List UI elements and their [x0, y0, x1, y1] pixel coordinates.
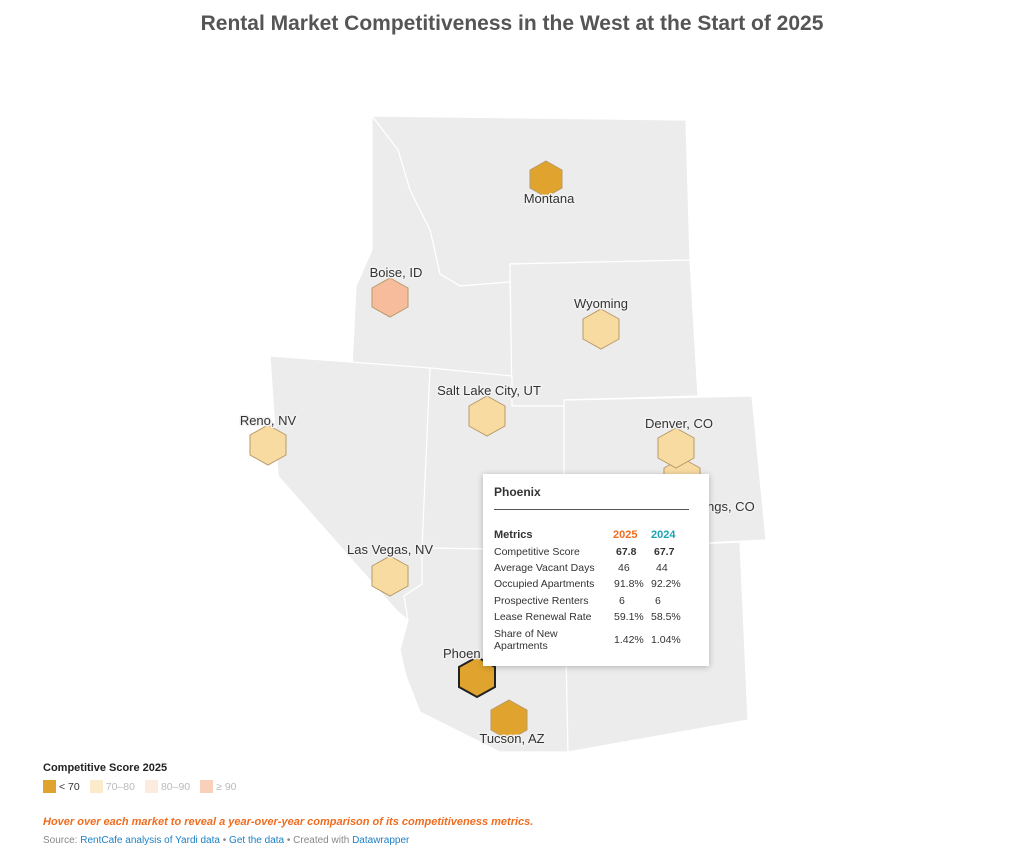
row-label: Prospective Renters: [494, 595, 589, 607]
hex-marker[interactable]: [529, 160, 563, 198]
hex-marker[interactable]: [468, 395, 506, 437]
hex-marker[interactable]: [490, 699, 528, 741]
market-tucson[interactable]: [490, 699, 528, 741]
hex-marker[interactable]: [249, 424, 287, 466]
created-with-text: • Created with: [286, 835, 350, 846]
legend-swatch: [144, 780, 158, 793]
map: Montana Boise, ID Wyoming Salt Lake City…: [238, 114, 767, 753]
legend-swatch: [43, 780, 56, 793]
legend-item[interactable]: ≥ 90: [200, 780, 237, 793]
row-value-2025: 91.8%: [614, 578, 644, 590]
market-montana[interactable]: [529, 160, 563, 198]
hex-marker[interactable]: [582, 308, 620, 350]
label-tucson: Tucson, AZ: [479, 731, 544, 746]
row-value-2025: 6: [619, 595, 625, 607]
row-label: Share of New Apartments: [494, 628, 558, 652]
tooltip-col-2025: 2025: [613, 529, 638, 541]
hover-hint: Hover over each market to reveal a year-…: [43, 816, 534, 828]
tooltip-metrics-header: Metrics: [494, 529, 533, 541]
row-value-2024: 44: [656, 562, 668, 574]
label-las-vegas: Las Vegas, NV: [347, 542, 433, 557]
legend-item[interactable]: 70–80: [89, 780, 135, 793]
market-phoenix[interactable]: [458, 655, 496, 699]
legend-label: ≥ 90: [216, 780, 237, 793]
source-separator: •: [222, 835, 227, 846]
label-phoenix: Phoen: [443, 646, 481, 661]
label-salt-lake-city: Salt Lake City, UT: [437, 383, 541, 398]
market-boise[interactable]: [371, 277, 409, 318]
row-value-2024: 1.04%: [651, 634, 681, 646]
legend: < 70 70–80 80–90 ≥ 90: [43, 780, 247, 793]
row-label: Average Vacant Days: [494, 562, 595, 574]
market-las-vegas[interactable]: [371, 555, 409, 597]
datawrapper-link[interactable]: Datawrapper: [352, 835, 410, 846]
legend-title: Competitive Score 2025: [43, 762, 168, 774]
legend-label: < 70: [59, 780, 80, 793]
hex-marker[interactable]: [458, 655, 496, 699]
label-wyoming: Wyoming: [574, 296, 628, 311]
label-colorado-springs: ngs, CO: [707, 499, 755, 514]
tooltip-col-2024: 2024: [651, 529, 676, 541]
label-reno: Reno, NV: [240, 413, 297, 428]
hex-marker[interactable]: [371, 555, 409, 597]
row-label: Competitive Score: [494, 546, 580, 558]
legend-label: 70–80: [105, 780, 135, 793]
legend-item[interactable]: 80–90: [144, 780, 191, 793]
row-value-2024: 67.7: [654, 546, 675, 558]
chart-title: Rental Market Competitiveness in the Wes…: [200, 12, 824, 35]
hex-marker[interactable]: [371, 277, 409, 318]
source-prefix: Source:: [43, 835, 78, 846]
row-value-2024: 58.5%: [651, 611, 681, 623]
market-tooltip: Phoenix Metrics 2025 2024 Competitive Sc…: [483, 474, 709, 666]
legend-item[interactable]: < 70: [43, 780, 80, 793]
row-value-2025: 46: [618, 562, 630, 574]
source-line: Source: RentCafe analysis of Yardi data …: [43, 835, 409, 846]
row-value-2025: 59.1%: [614, 611, 644, 623]
market-salt-lake-city[interactable]: [468, 395, 506, 437]
market-reno[interactable]: [249, 424, 287, 466]
tooltip-divider: [494, 509, 689, 510]
row-label: Lease Renewal Rate: [494, 611, 592, 623]
legend-label: 80–90: [160, 780, 191, 793]
get-data-link[interactable]: Get the data: [229, 835, 285, 846]
source-link-rentcafe[interactable]: RentCafe analysis of Yardi data: [80, 835, 220, 846]
market-denver[interactable]: [657, 427, 695, 469]
market-wyoming[interactable]: [582, 308, 620, 350]
legend-swatch: [200, 780, 214, 793]
row-value-2024: 6: [655, 595, 661, 607]
row-value-2024: 92.2%: [651, 578, 681, 590]
hex-marker[interactable]: [657, 427, 695, 469]
row-value-2025: 1.42%: [614, 634, 644, 646]
row-value-2025: 67.8: [616, 546, 637, 558]
row-label: Occupied Apartments: [494, 578, 595, 590]
label-boise: Boise, ID: [370, 265, 423, 280]
tooltip-title: Phoenix: [494, 485, 541, 499]
label-montana: Montana: [524, 191, 575, 206]
label-denver: Denver, CO: [645, 416, 713, 431]
legend-swatch: [89, 780, 103, 793]
